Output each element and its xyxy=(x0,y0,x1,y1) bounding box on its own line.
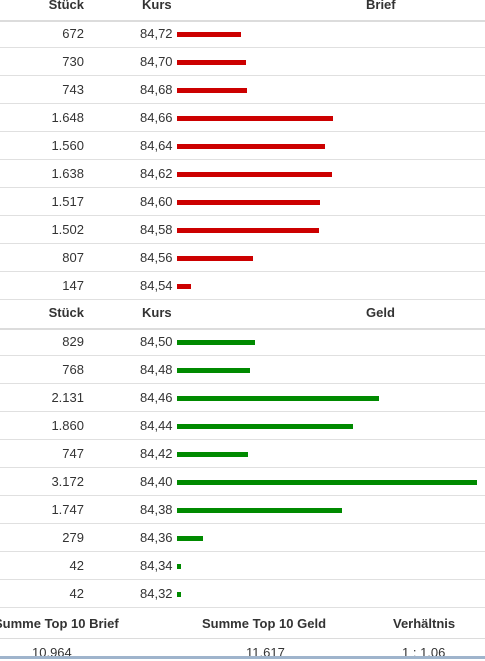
ask-row-stueck: 1.648 xyxy=(51,110,84,125)
summary-header: Summe Top 10 Brief Summe Top 10 Geld Ver… xyxy=(0,608,485,639)
bid-volume-bar xyxy=(177,340,255,345)
ask-row-stueck: 1.638 xyxy=(51,166,84,181)
bid-row: 42 84,34 xyxy=(0,552,485,580)
bid-volume-bar xyxy=(177,592,181,597)
ask-table-header: Stück Kurs Brief xyxy=(0,0,485,22)
bid-row-stueck: 829 xyxy=(62,334,84,349)
bid-row-stueck: 747 xyxy=(62,446,84,461)
ask-header-brief: Brief xyxy=(366,0,396,12)
bid-volume-bar xyxy=(177,508,342,513)
bid-row-kurs: 84,46 xyxy=(140,390,173,405)
ask-row-stueck: 1.517 xyxy=(51,194,84,209)
ask-volume-bar xyxy=(177,228,319,233)
summary-geld-label: Summe Top 10 Geld xyxy=(202,616,327,631)
ask-volume-bar xyxy=(177,256,253,261)
ask-row-kurs: 84,62 xyxy=(140,166,173,181)
bid-row-stueck: 768 xyxy=(62,362,84,377)
ask-row-stueck: 672 xyxy=(62,26,84,41)
bid-row-kurs: 84,48 xyxy=(140,362,173,377)
ask-row: 147 84,54 xyxy=(0,272,485,300)
bid-volume-bar xyxy=(177,424,353,429)
ask-row: 1.517 84,60 xyxy=(0,188,485,216)
bid-row-kurs: 84,36 xyxy=(140,530,173,545)
ask-volume-bar xyxy=(177,144,325,149)
bid-header-kurs: Kurs xyxy=(142,305,172,320)
ask-header-kurs: Kurs xyxy=(142,0,172,12)
ask-row-stueck: 1.502 xyxy=(51,222,84,237)
bid-volume-bar xyxy=(177,396,379,401)
bid-volume-bar xyxy=(177,452,248,457)
ask-row-stueck: 730 xyxy=(62,54,84,69)
bid-row-stueck: 2.131 xyxy=(51,390,84,405)
ask-volume-bar xyxy=(177,60,246,65)
summary-ratio-label: Verhältnis xyxy=(393,616,456,631)
bid-row-kurs: 84,42 xyxy=(140,446,173,461)
bid-row-stueck: 42 xyxy=(69,558,84,573)
bid-row-stueck: 1.747 xyxy=(51,502,84,517)
bid-row-kurs: 84,34 xyxy=(140,558,173,573)
ask-row-stueck: 1.560 xyxy=(51,138,84,153)
bid-row: 829 84,50 xyxy=(0,328,485,356)
ask-row-kurs: 84,72 xyxy=(140,26,173,41)
ask-row-kurs: 84,68 xyxy=(140,82,173,97)
ask-row: 1.638 84,62 xyxy=(0,160,485,188)
bid-row: 42 84,32 xyxy=(0,580,485,608)
bid-row: 1.860 84,44 xyxy=(0,412,485,440)
bottom-divider xyxy=(0,656,485,659)
bid-row-stueck: 279 xyxy=(62,530,84,545)
ask-volume-bar xyxy=(177,88,247,93)
bid-volume-bar xyxy=(177,480,477,485)
bid-row-kurs: 84,32 xyxy=(140,586,173,601)
ask-row: 672 84,72 xyxy=(0,20,485,48)
ask-row: 807 84,56 xyxy=(0,244,485,272)
bid-table-header: Stück Kurs Geld xyxy=(0,300,485,330)
ask-row: 730 84,70 xyxy=(0,48,485,76)
bid-row: 1.747 84,38 xyxy=(0,496,485,524)
ask-header-stueck: Stück xyxy=(48,0,84,12)
ask-row: 1.648 84,66 xyxy=(0,104,485,132)
bid-volume-bar xyxy=(177,564,181,569)
bid-row: 747 84,42 xyxy=(0,440,485,468)
ask-volume-bar xyxy=(177,172,332,177)
bid-row: 3.172 84,40 xyxy=(0,468,485,496)
ask-row-stueck: 147 xyxy=(62,278,84,293)
ask-volume-bar xyxy=(177,284,191,289)
bid-header-geld: Geld xyxy=(366,305,395,320)
ask-row: 743 84,68 xyxy=(0,76,485,104)
ask-row-kurs: 84,66 xyxy=(140,110,173,125)
ask-row-kurs: 84,60 xyxy=(140,194,173,209)
ask-row-kurs: 84,56 xyxy=(140,250,173,265)
bid-row-stueck: 1.860 xyxy=(51,418,84,433)
bid-row: 768 84,48 xyxy=(0,356,485,384)
ask-row-kurs: 84,54 xyxy=(140,278,173,293)
bid-row: 2.131 84,46 xyxy=(0,384,485,412)
ask-row-kurs: 84,58 xyxy=(140,222,173,237)
bid-row-stueck: 42 xyxy=(69,586,84,601)
bid-row-kurs: 84,44 xyxy=(140,418,173,433)
ask-row: 1.560 84,64 xyxy=(0,132,485,160)
bid-row: 279 84,36 xyxy=(0,524,485,552)
summary-brief-label: Summe Top 10 Brief xyxy=(0,616,119,631)
bid-row-stueck: 3.172 xyxy=(51,474,84,489)
ask-row: 1.502 84,58 xyxy=(0,216,485,244)
ask-row-stueck: 807 xyxy=(62,250,84,265)
bid-row-kurs: 84,50 xyxy=(140,334,173,349)
ask-volume-bar xyxy=(177,116,333,121)
ask-volume-bar xyxy=(177,200,320,205)
ask-volume-bar xyxy=(177,32,241,37)
ask-row-stueck: 743 xyxy=(62,82,84,97)
bid-header-stueck: Stück xyxy=(48,305,84,320)
bid-row-kurs: 84,40 xyxy=(140,474,173,489)
bid-row-kurs: 84,38 xyxy=(140,502,173,517)
ask-row-kurs: 84,70 xyxy=(140,54,173,69)
bid-volume-bar xyxy=(177,368,250,373)
bid-volume-bar xyxy=(177,536,203,541)
ask-row-kurs: 84,64 xyxy=(140,138,173,153)
